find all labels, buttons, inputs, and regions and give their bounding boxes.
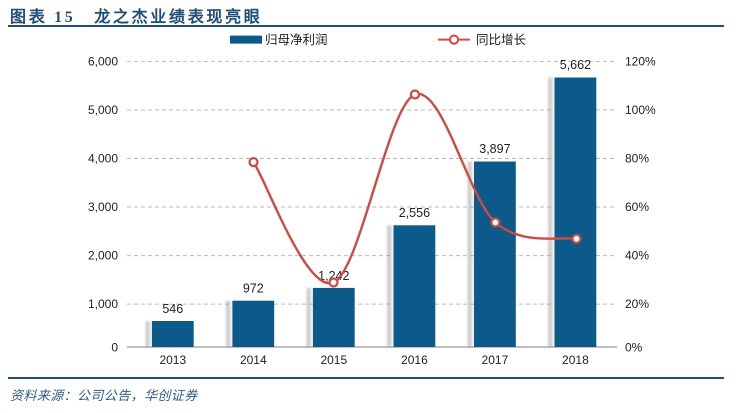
svg-text:归母净利润: 归母净利润 <box>265 33 328 47</box>
svg-text:0: 0 <box>111 341 118 355</box>
svg-text:0%: 0% <box>625 341 643 355</box>
svg-text:3,000: 3,000 <box>88 200 118 214</box>
svg-text:6,000: 6,000 <box>88 55 118 69</box>
svg-text:100%: 100% <box>625 103 656 117</box>
svg-text:2015: 2015 <box>320 353 347 367</box>
svg-text:972: 972 <box>243 282 264 296</box>
svg-text:40%: 40% <box>625 249 649 263</box>
svg-text:2014: 2014 <box>240 353 267 367</box>
svg-text:2,556: 2,556 <box>399 206 430 220</box>
svg-text:5,000: 5,000 <box>88 103 118 117</box>
svg-text:2017: 2017 <box>482 353 509 367</box>
svg-text:20%: 20% <box>625 297 649 311</box>
svg-text:3,897: 3,897 <box>479 142 510 156</box>
svg-text:546: 546 <box>162 302 183 316</box>
svg-text:5,662: 5,662 <box>560 58 591 72</box>
svg-text:4,000: 4,000 <box>88 152 118 166</box>
svg-text:2016: 2016 <box>401 353 428 367</box>
svg-text:60%: 60% <box>625 200 649 214</box>
svg-text:2018: 2018 <box>562 353 589 367</box>
svg-text:80%: 80% <box>625 152 649 166</box>
svg-text:1,000: 1,000 <box>88 297 118 311</box>
svg-text:120%: 120% <box>625 55 656 69</box>
svg-text:同比增长: 同比增长 <box>476 32 527 47</box>
svg-text:2013: 2013 <box>159 353 186 367</box>
svg-text:2,000: 2,000 <box>88 249 118 263</box>
